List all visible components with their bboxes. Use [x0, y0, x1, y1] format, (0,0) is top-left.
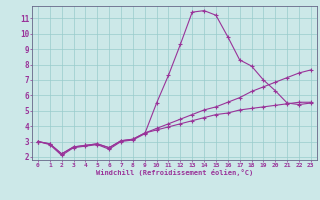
- X-axis label: Windchill (Refroidissement éolien,°C): Windchill (Refroidissement éolien,°C): [96, 169, 253, 176]
